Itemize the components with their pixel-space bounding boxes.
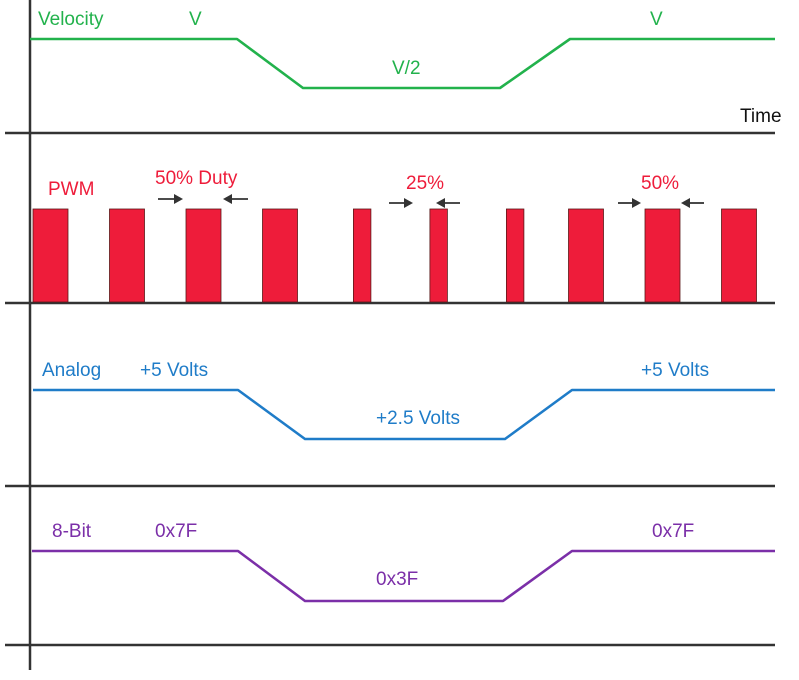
duty-arrow-left-pair xyxy=(158,194,248,204)
velocity-low-label: V/2 xyxy=(392,58,421,79)
time-axis-label: Time xyxy=(740,106,782,127)
analog-label: Analog xyxy=(42,360,101,381)
pwm-pulse xyxy=(109,208,145,303)
velocity-trace xyxy=(30,37,775,90)
pwm-pulse xyxy=(185,208,222,303)
digital-label: 8-Bit xyxy=(52,521,92,542)
pwm-duty-mid-label: 25% xyxy=(406,173,444,194)
duty-arrowhead-right-icon xyxy=(632,198,641,208)
digital-low-label: 0x3F xyxy=(376,569,418,590)
duty-arrowhead-left-icon xyxy=(681,198,690,208)
digital-high-right-label: 0x7F xyxy=(652,521,694,542)
pwm-duty-right-label: 50% xyxy=(641,173,679,194)
pwm-pulse xyxy=(352,208,372,303)
pwm-pulse xyxy=(429,208,448,303)
digital-high-left-label: 0x7F xyxy=(155,521,197,542)
duty-arrowhead-left-icon xyxy=(436,198,445,208)
pwm-pulse-group xyxy=(32,208,757,303)
pwm-pulse xyxy=(644,208,681,303)
pwm-pulse xyxy=(262,208,298,303)
velocity-label: Velocity xyxy=(38,9,104,30)
velocity-high-right-label: V xyxy=(650,9,663,30)
analog-high-left-label: +5 Volts xyxy=(140,360,208,381)
duty-arrow-mid-pair xyxy=(389,198,460,208)
duty-arrow-right-pair xyxy=(618,198,704,208)
duty-arrowhead-left-icon xyxy=(223,194,232,204)
pwm-pulse xyxy=(721,208,757,303)
duty-arrowhead-right-icon xyxy=(174,194,183,204)
analog-high-right-label: +5 Volts xyxy=(641,360,709,381)
duty-arrowhead-right-icon xyxy=(404,198,413,208)
pwm-pulse xyxy=(32,208,69,303)
pwm-label: PWM xyxy=(48,179,94,200)
digital-trace xyxy=(32,549,775,603)
velocity-high-left-label: V xyxy=(189,9,202,30)
analog-trace xyxy=(33,388,775,441)
pwm-pulse xyxy=(568,208,604,303)
pwm-duty-left-label: 50% Duty xyxy=(155,168,238,189)
pwm-pulse xyxy=(505,208,525,303)
analog-low-label: +2.5 Volts xyxy=(376,408,460,429)
